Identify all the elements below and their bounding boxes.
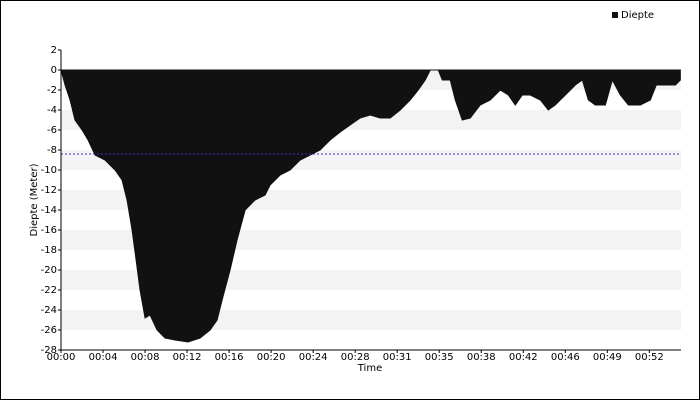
depth-area [60,69,681,343]
x-tick-label: 00:52 [635,352,664,363]
y-tick-label: -4 [47,105,57,116]
x-tick-label: 00:31 [383,352,412,363]
y-tick-label: -8 [47,145,57,156]
y-tick-label: -12 [41,185,57,196]
y-axis-label: Diepte (Meter) [29,163,40,236]
y-tick-label: -28 [41,345,57,356]
y-tick-label: 0 [51,65,57,76]
x-tick-label: 00:49 [593,352,622,363]
x-axis-label: Time [357,363,382,374]
x-tick-label: 00:35 [425,352,454,363]
y-tick-label: -22 [41,285,57,296]
x-tick-label: 00:00 [47,352,76,363]
x-tick-label: 00:12 [173,352,202,363]
x-tick-label: 00:28 [341,352,370,363]
y-tick-label: -24 [41,305,57,316]
x-tick-label: 00:20 [257,352,286,363]
y-tick-label: -2 [47,85,57,96]
x-tick-label: 00:08 [131,352,160,363]
y-tick-label: -16 [41,225,57,236]
x-tick-label: 00:24 [299,352,328,363]
y-tick-label: -14 [41,205,57,216]
y-tick-label: -20 [41,265,57,276]
y-tick-label: -26 [41,325,57,336]
y-tick-label: 2 [51,45,57,56]
y-tick-label: -10 [41,165,57,176]
x-tick-label: 00:16 [215,352,244,363]
y-tick-label: -18 [41,245,57,256]
legend-label: Diepte [621,10,654,21]
x-tick-label: 00:38 [467,352,496,363]
legend-swatch [612,12,618,18]
y-tick-label: -6 [47,125,57,136]
x-tick-label: 00:04 [89,352,118,363]
x-tick-label: 00:42 [509,352,538,363]
x-tick-label: 00:46 [551,352,580,363]
